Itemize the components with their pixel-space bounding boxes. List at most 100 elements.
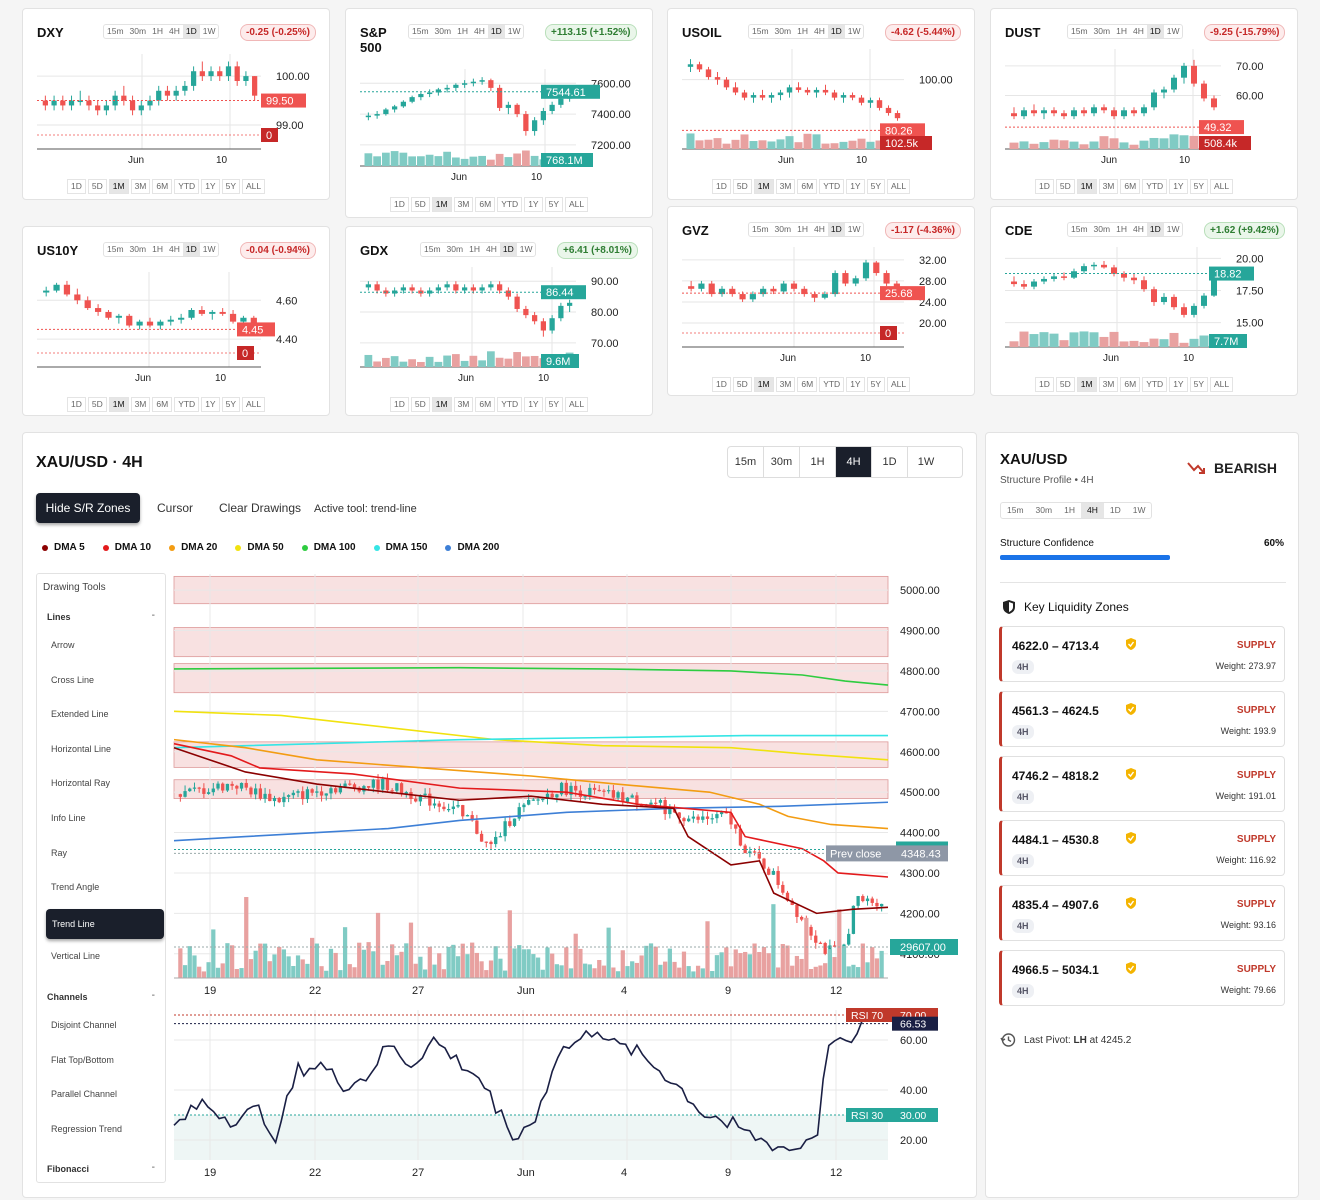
range-5y[interactable]: 5Y (221, 179, 240, 194)
range-1y[interactable]: 1Y (524, 197, 543, 212)
tf-30m[interactable]: 30m (1035, 505, 1053, 515)
range-1y[interactable]: 1Y (201, 179, 220, 194)
range-1d[interactable]: 1D (390, 397, 409, 412)
range-all[interactable]: ALL (565, 397, 589, 412)
tf-4h[interactable]: 4H (836, 447, 872, 477)
tool-ray[interactable]: Ray (51, 847, 68, 858)
tf-15m[interactable]: 15m (728, 447, 764, 477)
range-5y[interactable]: 5Y (1189, 179, 1208, 194)
range-ytd[interactable]: YTD (1142, 377, 1168, 392)
range-5y[interactable]: 5Y (221, 397, 240, 412)
tf-4h[interactable]: 4H (813, 26, 825, 36)
tf-1h[interactable]: 1H (457, 26, 468, 36)
tf-1h[interactable]: 1H (152, 244, 163, 254)
tf-1h[interactable]: 1H (1064, 505, 1075, 515)
range-ytd[interactable]: YTD (819, 377, 845, 392)
range-5y[interactable]: 5Y (866, 179, 885, 194)
tf-15m[interactable]: 15m (424, 244, 441, 254)
range-5d[interactable]: 5D (87, 179, 107, 194)
range-1m[interactable]: 1M (1076, 377, 1097, 392)
tf-1h[interactable]: 1H (797, 26, 808, 36)
tool-cross-line[interactable]: Cross Line (51, 674, 95, 685)
tf-30m[interactable]: 30m (774, 26, 792, 36)
range-5d[interactable]: 5D (410, 197, 430, 212)
range-5d[interactable]: 5D (732, 179, 752, 194)
range-1m[interactable]: 1M (753, 377, 774, 392)
range-5y[interactable]: 5Y (544, 197, 563, 212)
tool-flat-top-bottom[interactable]: Flat Top/Bottom (51, 1054, 114, 1065)
tool-extended-line[interactable]: Extended Line (51, 709, 109, 720)
tf-15m[interactable]: 15m (752, 26, 769, 36)
range-all[interactable]: ALL (1210, 179, 1234, 194)
tf-4h[interactable]: 4H (1132, 224, 1144, 234)
range-5d[interactable]: 5D (1055, 377, 1075, 392)
tf-1d[interactable]: 1D (1146, 223, 1164, 236)
range-6m[interactable]: 6M (475, 397, 496, 412)
collapse-icon[interactable]: - (151, 1162, 155, 1174)
tf-1w[interactable]: 1W (202, 244, 216, 254)
tf-1w[interactable]: 1W (1132, 505, 1146, 515)
tool-trend-line[interactable]: Trend Line (46, 908, 164, 939)
tool-horizontal-line[interactable]: Horizontal Line (51, 743, 112, 754)
tf-4h[interactable]: 4H (473, 26, 485, 36)
tool-trend-angle[interactable]: Trend Angle (51, 882, 100, 893)
range-6m[interactable]: 6M (1120, 179, 1141, 194)
range-6m[interactable]: 6M (1120, 377, 1141, 392)
range-1y[interactable]: 1Y (846, 179, 865, 194)
range-1d[interactable]: 1D (67, 397, 86, 412)
tf-30m[interactable]: 30m (1093, 224, 1111, 234)
collapse-icon[interactable]: - (151, 610, 155, 621)
tf-1h[interactable]: 1H (1116, 26, 1127, 36)
tool-vertical-line[interactable]: Vertical Line (51, 951, 101, 962)
liquidity-zone[interactable]: 4484.1 – 4530.8 4H SUPPLY Weight: 116.92 (999, 820, 1285, 877)
range-1y[interactable]: 1Y (846, 377, 865, 392)
collapse-icon[interactable]: - (151, 990, 155, 1001)
tf-1w[interactable]: 1W (507, 26, 521, 36)
tf-1d[interactable]: 1D (182, 243, 200, 256)
tf-4h[interactable]: 4H (1080, 503, 1104, 518)
tf-30m[interactable]: 30m (764, 447, 800, 477)
range-all[interactable]: ALL (887, 377, 911, 392)
tf-15m[interactable]: 15m (107, 244, 124, 254)
tf-1d[interactable]: 1D (182, 25, 200, 38)
range-5d[interactable]: 5D (410, 397, 430, 412)
range-5d[interactable]: 5D (1055, 179, 1075, 194)
range-1m[interactable]: 1M (108, 397, 129, 412)
tf-15m[interactable]: 15m (1071, 224, 1088, 234)
range-1d[interactable]: 1D (712, 377, 731, 392)
tf-1h[interactable]: 1H (797, 224, 808, 234)
range-1m[interactable]: 1M (753, 179, 774, 194)
range-5d[interactable]: 5D (732, 377, 752, 392)
range-6m[interactable]: 6M (475, 197, 496, 212)
tf-4h[interactable]: 4H (813, 224, 825, 234)
tf-1d[interactable]: 1D (872, 447, 908, 477)
tf-1h[interactable]: 1H (469, 244, 480, 254)
tf-1d[interactable]: 1D (487, 25, 505, 38)
tool-parallel-channel[interactable]: Parallel Channel (51, 1089, 118, 1100)
range-ytd[interactable]: YTD (174, 397, 200, 412)
section-channels[interactable]: Channels (47, 992, 88, 1002)
tf-30m[interactable]: 30m (129, 244, 147, 254)
tf-1d[interactable]: 1D (827, 223, 845, 236)
range-1m[interactable]: 1M (431, 197, 452, 212)
clear-drawings-button[interactable]: Clear Drawings (219, 501, 302, 515)
range-1m[interactable]: 1M (108, 179, 129, 194)
tf-1d[interactable]: 1D (827, 25, 845, 38)
tf-30m[interactable]: 30m (1093, 26, 1111, 36)
range-6m[interactable]: 6M (152, 397, 173, 412)
range-6m[interactable]: 6M (797, 377, 818, 392)
range-3m[interactable]: 3M (453, 397, 474, 412)
range-1d[interactable]: 1D (1035, 377, 1054, 392)
tf-1w[interactable]: 1W (1166, 224, 1180, 234)
tf-15m[interactable]: 15m (412, 26, 429, 36)
range-5y[interactable]: 5Y (544, 397, 563, 412)
range-5y[interactable]: 5Y (866, 377, 885, 392)
tf-15m[interactable]: 15m (107, 26, 124, 36)
range-1d[interactable]: 1D (712, 179, 731, 194)
range-all[interactable]: ALL (242, 179, 266, 194)
range-3m[interactable]: 3M (453, 197, 474, 212)
tf-1w[interactable]: 1W (847, 224, 861, 234)
tool-regression-trend[interactable]: Regression Trend (51, 1123, 123, 1134)
tf-1d[interactable]: 1D (499, 243, 517, 256)
tool-horizontal-ray[interactable]: Horizontal Ray (51, 778, 111, 789)
